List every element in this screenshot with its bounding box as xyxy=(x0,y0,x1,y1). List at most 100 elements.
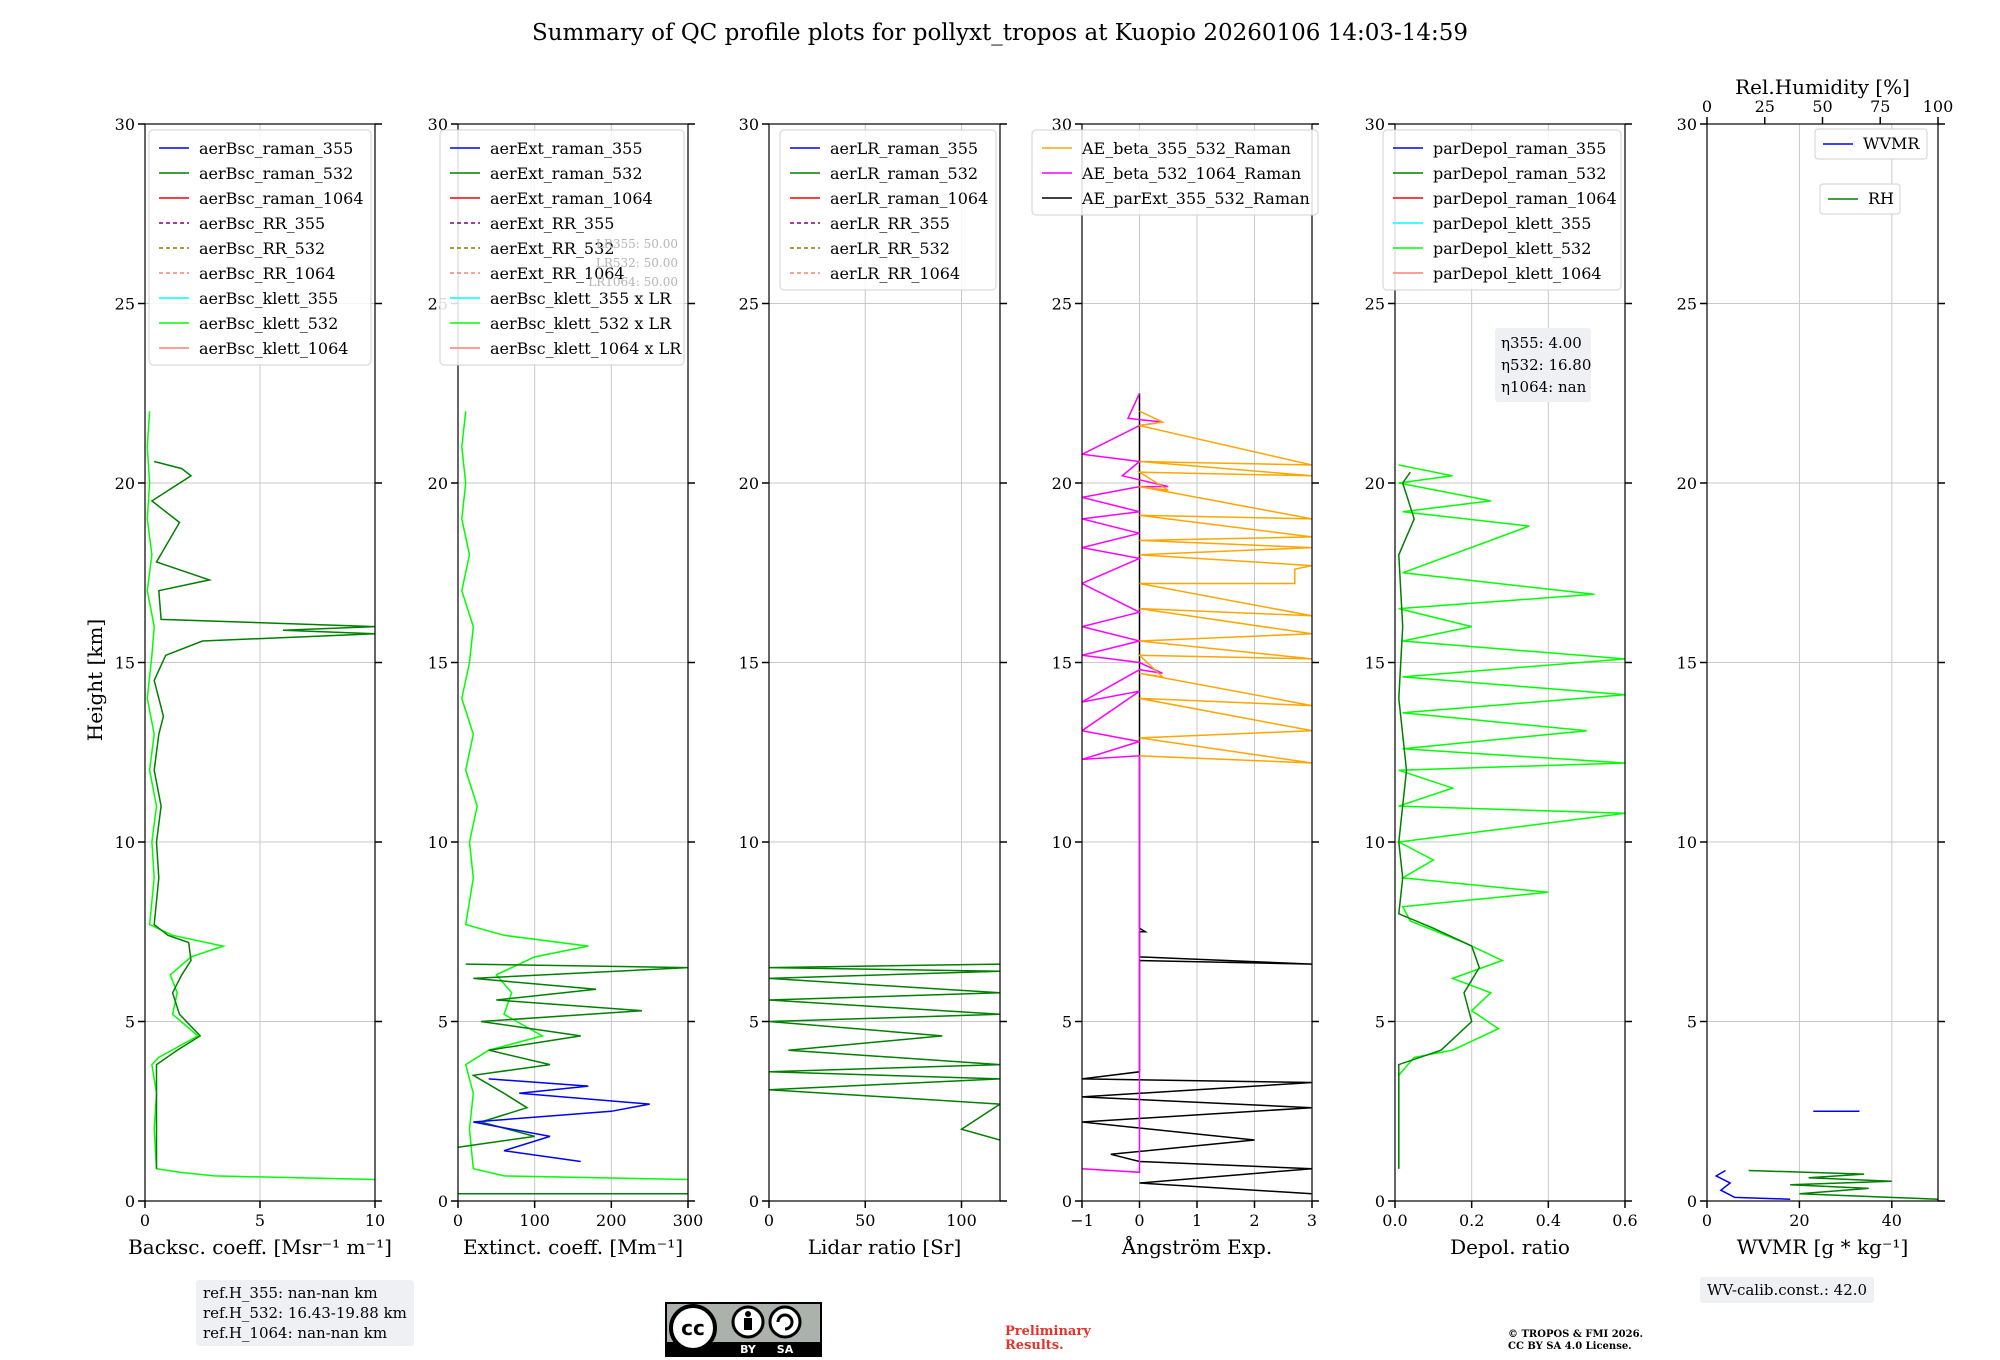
y-tick-label: 30 xyxy=(1365,115,1385,134)
y-tick-label: 20 xyxy=(1052,474,1072,493)
panel-6: 0 5 10 15 20 25 30 0 20 40 WVMR [g * kg⁻¹] 0 25 50 75 1… xyxy=(1677,75,1954,1259)
by-label: BY xyxy=(740,1343,757,1356)
series-ae-beta-355-532-raman xyxy=(1136,410,1312,764)
copyright-notice: © TROPOS & FMI 2026. CC BY SA 4.0 Licens… xyxy=(1508,1329,1643,1353)
y-tick-label: 10 xyxy=(115,833,135,852)
y-tick-label: 20 xyxy=(115,474,135,493)
legend-label-aerlr-rr-532: aerLR_RR_532 xyxy=(830,239,950,258)
cc-icon-text: cc xyxy=(681,1316,705,1340)
y-tick-label: 0 xyxy=(1375,1192,1385,1211)
y-tick-label: 30 xyxy=(115,115,135,134)
series-pardepol-klett-532 xyxy=(1396,464,1625,1169)
series-aerbsc-klett-532 xyxy=(146,411,375,1181)
legend-box xyxy=(148,129,372,366)
x-tick-label: 5 xyxy=(255,1211,265,1230)
x-tick-label: 3 xyxy=(1307,1211,1317,1230)
cc-by-sa-license-icon[interactable]: cc BY SA xyxy=(665,1302,822,1357)
legend-label-pardepol-raman-355: parDepol_raman_355 xyxy=(1433,139,1606,158)
series-ae-beta-532-1064-raman xyxy=(1082,392,1169,1174)
legend-label-aerbsc-raman-1064: aerBsc_raman_1064 xyxy=(199,189,364,208)
top-x-tick-label: 50 xyxy=(1812,97,1832,116)
legend-label-ae-parext-355-532-raman: AE_parExt_355_532_Raman xyxy=(1081,189,1310,208)
x-axis-label: Depol. ratio xyxy=(1450,1235,1570,1259)
legend-label-aerlr-raman-355: aerLR_raman_355 xyxy=(830,139,978,158)
copyright-line-2: CC BY SA 4.0 License. xyxy=(1508,1341,1632,1352)
eta-label: η532: 16.80 xyxy=(1501,356,1591,374)
wv-calibration-text: WV-calib.const.: 42.0 xyxy=(1707,1281,1868,1299)
legend: aerExt_raman_355 aerExt_raman_532 aerExt_r… xyxy=(439,129,685,366)
y-tick-label: 10 xyxy=(428,833,448,852)
copyright-line-1: © TROPOS & FMI 2026. xyxy=(1508,1329,1644,1340)
y-tick-label: 20 xyxy=(428,474,448,493)
legend-box xyxy=(1819,183,1901,215)
top-x-tick-label: 25 xyxy=(1755,97,1775,116)
y-tick-label: 0 xyxy=(438,1192,448,1211)
legend-box xyxy=(439,129,685,366)
legend: aerBsc_raman_355 aerBsc_raman_532 aerBsc_r… xyxy=(148,129,372,366)
y-tick-label: 15 xyxy=(115,654,135,673)
y-tick-label: 15 xyxy=(1052,654,1072,673)
x-tick-label: 0.2 xyxy=(1459,1211,1484,1230)
legend-label-aerbsc-rr-532: aerBsc_RR_532 xyxy=(199,239,325,258)
y-tick-label: 15 xyxy=(428,654,448,673)
sa-label: SA xyxy=(777,1343,794,1356)
y-tick-label: 5 xyxy=(438,1013,448,1032)
x-tick-label: 0 xyxy=(453,1211,463,1230)
y-tick-label: 15 xyxy=(1677,654,1697,673)
preliminary-line-1: Preliminary xyxy=(1005,1324,1091,1339)
top-x-tick-label: 0 xyxy=(1702,97,1712,116)
x-tick-label: 0.6 xyxy=(1612,1211,1637,1230)
lr-label: LR1064: 50.00 xyxy=(588,275,678,289)
top-x-tick-label: 75 xyxy=(1870,97,1890,116)
legend-label-aerbsc-klett-355: aerBsc_klett_355 xyxy=(199,289,338,308)
x-tick-label: 200 xyxy=(596,1211,627,1230)
y-tick-label: 30 xyxy=(1677,115,1697,134)
legend-label-pardepol-klett-1064: parDepol_klett_1064 xyxy=(1433,264,1602,283)
y-tick-label: 30 xyxy=(428,115,448,134)
legend-label-aerbsc-rr-355: aerBsc_RR_355 xyxy=(199,214,325,233)
y-tick-label: 25 xyxy=(1365,295,1385,314)
y-tick-label: 10 xyxy=(1365,833,1385,852)
legend-label-aerext-raman-1064: aerExt_raman_1064 xyxy=(490,189,653,208)
y-tick-label: 15 xyxy=(739,654,759,673)
legend-label-aerbsc-klett-1064: aerBsc_klett_1064 xyxy=(199,339,348,358)
series-aerlr-raman-532 xyxy=(769,963,1000,1141)
x-tick-label: 0.4 xyxy=(1536,1211,1561,1230)
legend-box xyxy=(779,129,997,291)
legend-label-aerext-raman-532: aerExt_raman_532 xyxy=(490,164,643,183)
y-tick-label: 0 xyxy=(1687,1192,1697,1211)
legend-label-wvmr: WVMR xyxy=(1863,134,1920,153)
legend-box xyxy=(1814,128,1928,160)
y-tick-label: 10 xyxy=(739,833,759,852)
x-axis-label: Lidar ratio [Sr] xyxy=(808,1235,962,1259)
y-tick-label: 30 xyxy=(1052,115,1072,134)
legend: AE_beta_355_532_Raman AE_beta_532_1064_Ra… xyxy=(1031,129,1319,216)
legend-label-aerext-rr-1064: aerExt_RR_1064 xyxy=(490,264,625,283)
y-tick-label: 20 xyxy=(739,474,759,493)
y-tick-label: 25 xyxy=(1052,295,1072,314)
series-aerbsc-klett-532-x-lr xyxy=(461,411,688,1181)
top-x-tick-label: 100 xyxy=(1923,97,1954,116)
legend-box xyxy=(1382,129,1622,291)
legend-label-aerbsc-klett-532-x-lr: aerBsc_klett_532 x LR xyxy=(490,314,672,333)
legend-label-aerlr-raman-1064: aerLR_raman_1064 xyxy=(830,189,988,208)
series-aerext-raman-532 xyxy=(458,963,688,1148)
y-tick-label: 20 xyxy=(1677,474,1697,493)
legend-label-aerbsc-raman-532: aerBsc_raman_532 xyxy=(199,164,353,183)
legend-label-aerbsc-raman-355: aerBsc_raman_355 xyxy=(199,139,353,158)
series-aerbsc-raman-532 xyxy=(150,460,375,1169)
y-tick-label: 25 xyxy=(739,295,759,314)
x-tick-label: 20 xyxy=(1789,1211,1809,1230)
legend-label-rh: RH xyxy=(1868,189,1894,208)
legend: WVMR RH xyxy=(1814,128,1928,215)
y-tick-label: 5 xyxy=(125,1013,135,1032)
y-tick-label: 0 xyxy=(125,1192,135,1211)
x-tick-label: −1 xyxy=(1070,1211,1094,1230)
legend-label-aerlr-rr-1064: aerLR_RR_1064 xyxy=(830,264,960,283)
legend: parDepol_raman_355 parDepol_raman_532 parD… xyxy=(1382,129,1622,291)
cc-icon xyxy=(669,1304,717,1352)
y-tick-label: 0 xyxy=(749,1192,759,1211)
